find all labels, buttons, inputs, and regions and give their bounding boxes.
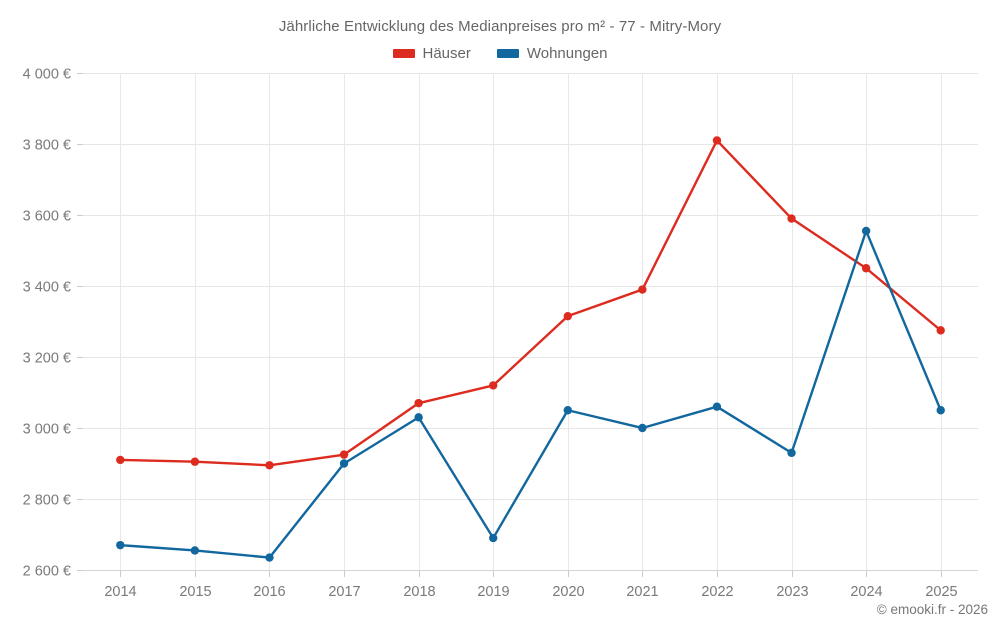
y-axis-tick-label: 3 400 € xyxy=(23,280,71,296)
legend-item-series-1[interactable]: Wohnungen xyxy=(496,45,608,62)
data-point[interactable] xyxy=(339,459,349,468)
data-point[interactable] xyxy=(190,546,200,555)
legend-item-series-0[interactable]: Häuser xyxy=(392,45,471,62)
data-point[interactable] xyxy=(414,413,423,422)
x-gridlines xyxy=(120,73,942,577)
y-axis-labels: 2 600 € 2 800 € 3 000 € 3 200 € 3 400 € 3 600… xyxy=(23,67,71,580)
data-point[interactable] xyxy=(190,457,200,466)
y-gridlines xyxy=(77,73,978,571)
x-axis-tick-label: 2019 xyxy=(477,584,509,600)
legend-label-series-0: Häuser xyxy=(422,45,471,62)
y-axis-tick-label: 3 000 € xyxy=(23,422,71,438)
legend-label-series-1: Wohnungen xyxy=(526,45,608,62)
chart-legend: Häuser Wohnungen xyxy=(0,45,1000,62)
x-axis-tick-label: 2020 xyxy=(552,584,584,600)
x-axis-tick-label: 2021 xyxy=(626,584,658,600)
data-point[interactable] xyxy=(861,264,871,273)
legend-swatch-series-0 xyxy=(392,49,415,58)
y-axis-tick-label: 4 000 € xyxy=(23,67,71,83)
legend-swatch-series-1 xyxy=(496,49,519,58)
y-axis-tick-label: 2 800 € xyxy=(23,493,71,509)
chart-title: Jährliche Entwicklung des Medianpreises … xyxy=(278,18,722,35)
data-point[interactable] xyxy=(787,448,796,458)
series-line-1 xyxy=(119,229,942,559)
x-axis-tick-label: 2014 xyxy=(104,584,136,600)
x-axis-labels: 2014 2015 2016 2017 2018 2019 2020 2021 2022 2023… xyxy=(104,584,957,600)
y-axis-tick-label: 3 600 € xyxy=(23,209,71,225)
data-point[interactable] xyxy=(712,136,722,145)
y-axis-tick-label: 3 200 € xyxy=(23,351,71,367)
data-point[interactable] xyxy=(265,553,274,562)
credits-label: © emooki.fr - 2026 xyxy=(876,602,988,617)
data-point[interactable] xyxy=(787,214,796,223)
data-point[interactable] xyxy=(638,285,647,294)
data-point[interactable] xyxy=(339,450,349,459)
data-point[interactable] xyxy=(563,406,572,415)
data-point[interactable] xyxy=(936,406,945,415)
x-axis-tick-label: 2025 xyxy=(925,584,957,600)
data-point[interactable] xyxy=(116,540,125,550)
x-axis-tick-label: 2023 xyxy=(776,584,808,600)
data-point[interactable] xyxy=(638,423,647,433)
data-point[interactable] xyxy=(116,455,125,465)
x-axis-tick-label: 2016 xyxy=(253,584,285,600)
data-point[interactable] xyxy=(489,381,498,390)
x-axis-tick-label: 2022 xyxy=(701,584,733,600)
series-markers xyxy=(116,136,945,562)
x-axis-tick-label: 2015 xyxy=(179,584,211,600)
y-axis-tick-label: 2 600 € xyxy=(23,564,71,580)
x-axis-tick-label: 2024 xyxy=(850,584,882,600)
data-point[interactable] xyxy=(712,402,722,411)
x-axis-tick-label: 2017 xyxy=(328,584,360,600)
series-line-0 xyxy=(119,139,942,467)
data-point[interactable] xyxy=(489,533,498,543)
data-point[interactable] xyxy=(861,226,871,236)
y-axis-tick-label: 3 800 € xyxy=(23,138,71,154)
x-axis-tick-label: 2018 xyxy=(403,584,435,600)
series-lines xyxy=(119,139,942,559)
data-point[interactable] xyxy=(563,311,572,321)
data-point[interactable] xyxy=(936,326,945,335)
data-point[interactable] xyxy=(414,398,423,408)
data-point[interactable] xyxy=(265,461,274,470)
